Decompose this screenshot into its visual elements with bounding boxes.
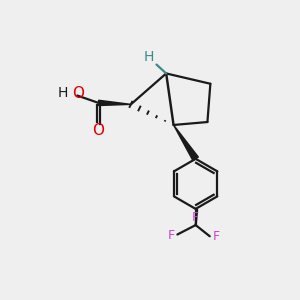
Polygon shape <box>98 100 131 106</box>
Text: O: O <box>72 86 84 101</box>
Text: H: H <box>58 86 68 100</box>
Text: F: F <box>168 229 175 242</box>
Text: H: H <box>143 50 154 64</box>
Text: F: F <box>192 211 199 224</box>
Text: O: O <box>92 123 104 138</box>
Polygon shape <box>174 125 198 160</box>
Text: F: F <box>213 230 220 243</box>
